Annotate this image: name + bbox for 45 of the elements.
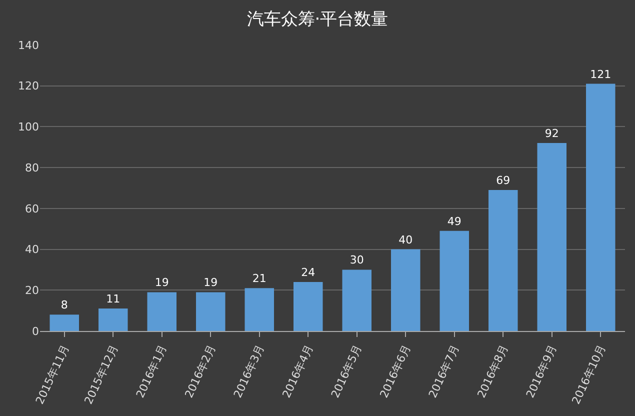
- data-label: 69: [496, 174, 510, 188]
- bar: [98, 308, 128, 331]
- data-label: 19: [204, 276, 218, 290]
- x-tick-label: 2015年11月: [33, 342, 72, 406]
- y-tick-label: 60: [25, 202, 39, 216]
- bar: [342, 270, 372, 331]
- x-tick-label: 2015年12月: [82, 342, 121, 406]
- data-label: 92: [544, 127, 559, 140]
- data-label: 24: [301, 266, 316, 279]
- y-tick-label: 0: [32, 324, 39, 338]
- x-tick-label: 2016年4月: [280, 342, 316, 400]
- bar: [244, 288, 274, 331]
- y-tick-label: 40: [25, 243, 39, 256]
- x-tick-label: 2016年6月: [377, 342, 414, 400]
- x-tick-label: 2016年10月: [570, 342, 608, 406]
- data-label: 121: [590, 68, 612, 81]
- chart-title: 汽车众筹·平台数量: [246, 9, 388, 30]
- bar: [488, 190, 518, 331]
- data-label: 30: [350, 254, 364, 267]
- x-tick-label: 2016年5月: [328, 342, 365, 400]
- data-label: 11: [106, 292, 120, 306]
- bar: [586, 84, 616, 331]
- data-label: 40: [398, 233, 413, 246]
- y-tick-label: 80: [25, 161, 39, 174]
- bar: [440, 230, 469, 331]
- bar: [196, 292, 226, 331]
- y-tick-label: 100: [18, 120, 39, 134]
- bar: [537, 143, 566, 331]
- data-label: 19: [154, 276, 169, 290]
- bar: [50, 314, 79, 331]
- y-tick-label: 140: [18, 38, 39, 52]
- x-tick-label: 2016年8月: [474, 342, 511, 400]
- bar: [391, 249, 420, 331]
- x-tick-label: 2016年3月: [231, 342, 268, 400]
- data-label: 49: [447, 214, 462, 228]
- x-tick-label: 2016年1月: [134, 342, 170, 400]
- bar: [294, 282, 323, 331]
- data-label: 8: [60, 298, 68, 312]
- data-label: 21: [252, 272, 266, 286]
- bar: [147, 292, 176, 331]
- x-tick-label: 2016年2月: [182, 342, 218, 400]
- x-tick-label: 2016年7月: [426, 342, 462, 400]
- x-tick-label: 2016年9月: [524, 342, 560, 400]
- y-tick-label: 120: [18, 80, 39, 93]
- y-tick-label: 20: [25, 284, 39, 297]
